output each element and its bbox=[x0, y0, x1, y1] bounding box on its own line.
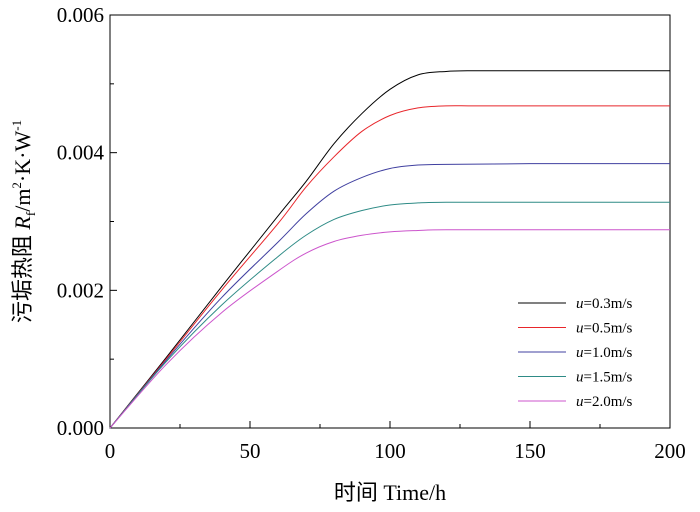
x-axis-title: 时间 Time/h bbox=[334, 480, 446, 505]
y-tick-label: 0.004 bbox=[57, 141, 105, 165]
legend-label-5: u=2.0m/s bbox=[576, 394, 633, 410]
y-axis-ticks: 0.000 0.002 0.004 0.006 bbox=[57, 3, 117, 440]
y-axis-title-symbol: R bbox=[10, 216, 35, 231]
y-axis-title-sup-a: 2 bbox=[9, 182, 24, 189]
x-axis-ticks: 0 50 100 150 200 bbox=[105, 421, 686, 463]
y-tick-label: 0.006 bbox=[57, 3, 104, 27]
y-axis-title: 污垢热阻 Rf/m2·K·W-1 bbox=[9, 120, 38, 323]
y-tick-label: 0.002 bbox=[57, 278, 104, 302]
plot-frame bbox=[109, 14, 671, 429]
y-axis-title-unit-b: ·K·W bbox=[10, 131, 35, 183]
legend-label-2: u=0.5m/s bbox=[576, 321, 633, 337]
legend-label-3: u=1.0m/s bbox=[576, 345, 633, 361]
series-line-5 bbox=[109, 229, 670, 429]
y-axis-title-unit-a: /m bbox=[10, 189, 35, 212]
series-line-3 bbox=[109, 163, 671, 429]
series-line-1 bbox=[109, 70, 670, 429]
x-tick-label: 150 bbox=[514, 439, 546, 463]
x-tick-label: 100 bbox=[374, 439, 406, 463]
series-line-2 bbox=[109, 105, 670, 429]
y-axis-title-prefix: 污垢热阻 bbox=[10, 230, 35, 324]
series-line-4 bbox=[109, 201, 670, 429]
x-tick-label: 200 bbox=[654, 439, 686, 463]
y-axis-title-sup-b: -1 bbox=[9, 120, 24, 131]
x-tick-label: 50 bbox=[240, 439, 261, 463]
y-tick-label: 0.000 bbox=[57, 416, 104, 440]
y-axis-title-subscript: f bbox=[23, 211, 38, 216]
legend: u=0.3m/s u=0.5m/s u=1.0m/s u=1.5m/s u=2.0m/s bbox=[518, 296, 633, 410]
legend-label-4: u=1.5m/s bbox=[576, 370, 633, 386]
series-lines bbox=[109, 70, 671, 429]
x-tick-label: 0 bbox=[105, 439, 116, 463]
legend-label-1: u=0.3m/s bbox=[576, 296, 633, 312]
